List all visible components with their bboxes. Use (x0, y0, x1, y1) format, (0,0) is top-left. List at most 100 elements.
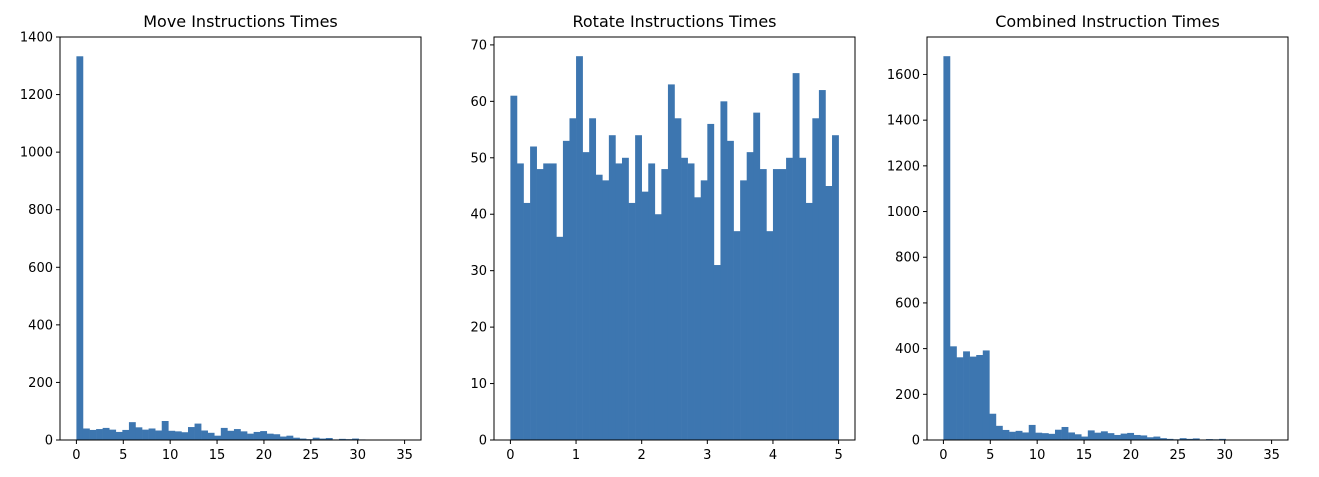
x-tick-label: 4 (769, 448, 777, 463)
y-tick-label: 10 (470, 377, 487, 392)
histogram-bar (583, 152, 590, 440)
y-tick-label: 0 (45, 434, 53, 449)
x-tick-label: 25 (1170, 448, 1187, 463)
histogram-bar (819, 90, 826, 440)
histogram-bar (832, 135, 839, 440)
histogram-bar (1127, 433, 1134, 440)
histogram-bar (234, 429, 241, 440)
histogram-bar (510, 96, 517, 440)
histogram-bar (655, 214, 662, 440)
histogram-bar (812, 118, 819, 440)
histogram-bar (806, 203, 813, 440)
histogram-bar (109, 430, 116, 440)
histogram-bar (957, 357, 964, 440)
histogram-bar (635, 135, 642, 440)
histogram-bar (720, 101, 727, 440)
histogram-bar (976, 355, 983, 440)
histogram-bar (1081, 437, 1088, 440)
histogram-bar (825, 186, 832, 440)
histogram-bar (773, 169, 780, 440)
chart-title: Rotate Instructions Times (572, 12, 776, 31)
histogram-bar (989, 414, 996, 440)
x-tick-label: 0 (939, 448, 947, 463)
chart-title: Move Instructions Times (143, 12, 338, 31)
histogram-bar (1002, 430, 1009, 440)
histogram-bar (983, 350, 990, 440)
y-tick-label: 1400 (20, 31, 53, 46)
x-tick-label: 25 (303, 448, 320, 463)
x-tick-label: 20 (1123, 448, 1140, 463)
axes-frame (60, 37, 421, 440)
histogram-bar (543, 163, 550, 440)
histogram-bar (701, 180, 708, 440)
y-tick-label: 0 (912, 434, 920, 449)
y-tick-label: 60 (470, 95, 487, 110)
histogram-bar (793, 73, 800, 440)
x-tick-label: 15 (209, 448, 226, 463)
histogram-bar (181, 432, 188, 440)
histogram-bar (602, 180, 609, 440)
y-tick-label: 600 (895, 296, 920, 311)
histogram-bar (563, 141, 570, 440)
histogram-bar (615, 163, 622, 440)
x-tick-label: 0 (506, 448, 514, 463)
y-tick-label: 1000 (887, 205, 920, 220)
histogram-bar (668, 84, 675, 440)
histogram-bar (576, 56, 583, 440)
histogram-bar (996, 426, 1003, 440)
histogram-bar (675, 118, 682, 440)
x-tick-label: 35 (1263, 448, 1280, 463)
histogram-bar (188, 427, 195, 440)
histogram-bar (241, 431, 248, 440)
histogram-bar (155, 431, 162, 441)
x-tick-label: 3 (703, 448, 711, 463)
histogram-bar (280, 437, 287, 440)
histogram-bar (569, 118, 576, 440)
histogram-bar (1068, 432, 1075, 440)
histogram-bar (786, 158, 793, 440)
histogram-bar (1134, 435, 1141, 440)
y-tick-label: 200 (895, 388, 920, 403)
histogram-bar (76, 56, 83, 440)
histogram-bar (1101, 431, 1108, 440)
histogram-bar (122, 430, 129, 440)
histogram-bar (267, 434, 274, 440)
x-tick-label: 20 (256, 448, 273, 463)
y-tick-label: 50 (470, 151, 487, 166)
histogram-bar (142, 430, 149, 440)
histogram-bar (799, 158, 806, 440)
histogram-bar (661, 169, 668, 440)
histogram-bar (1042, 433, 1049, 440)
histogram-bar (96, 429, 103, 440)
y-tick-label: 1600 (887, 68, 920, 83)
chart-title: Combined Instruction Times (995, 12, 1220, 31)
histogram-bar (1055, 430, 1062, 440)
histogram-bar (727, 141, 734, 440)
x-tick-label: 2 (638, 448, 646, 463)
histogram-bar (1114, 435, 1121, 440)
histogram-bar (943, 56, 950, 440)
histogram-bar (780, 169, 787, 440)
histogram-bar (1108, 433, 1115, 440)
histogram-bar (1016, 431, 1023, 440)
histogram-bar (129, 422, 136, 440)
histogram-bar (1035, 433, 1042, 440)
y-tick-label: 20 (470, 321, 487, 336)
y-tick-label: 30 (470, 264, 487, 279)
histogram-bar (208, 433, 215, 440)
histogram-bar (1121, 434, 1128, 440)
histogram-bar (688, 163, 695, 440)
histogram-bar (622, 158, 629, 440)
x-tick-label: 15 (1076, 448, 1093, 463)
histogram-bar (214, 436, 221, 440)
histogram-bar (740, 180, 747, 440)
histogram-bar (1140, 435, 1147, 440)
histogram-bar (517, 163, 524, 440)
histogram-bar (766, 231, 773, 440)
y-tick-label: 0 (479, 434, 487, 449)
y-tick-label: 40 (470, 208, 487, 223)
histogram-bar (247, 434, 254, 440)
histogram-bar (753, 113, 760, 440)
